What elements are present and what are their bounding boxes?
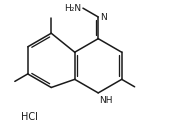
Text: N: N [100,13,107,22]
Text: NH: NH [100,96,113,105]
Text: H₂N: H₂N [64,4,81,13]
Text: HCl: HCl [21,112,38,122]
